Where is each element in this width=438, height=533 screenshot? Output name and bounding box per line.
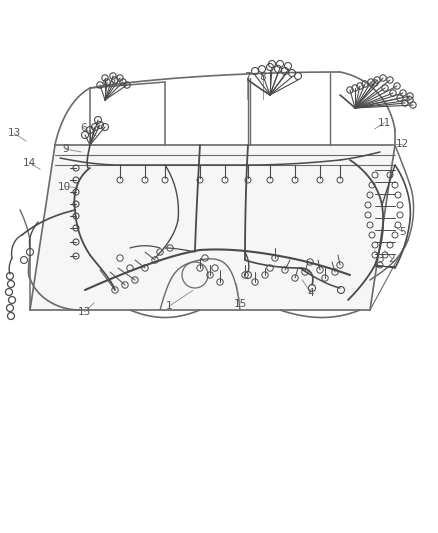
Text: 1: 1 <box>165 302 172 311</box>
Text: 7: 7 <box>244 72 251 82</box>
Text: 9: 9 <box>62 144 69 154</box>
Text: 11: 11 <box>378 118 391 127</box>
Text: 3: 3 <box>377 254 384 263</box>
Text: 12: 12 <box>396 139 409 149</box>
Text: 13: 13 <box>7 128 21 138</box>
Text: 6: 6 <box>80 123 87 133</box>
Text: 13: 13 <box>78 307 91 317</box>
Text: 8: 8 <box>259 72 266 82</box>
Polygon shape <box>30 145 395 310</box>
Text: 2: 2 <box>389 254 396 263</box>
Text: 10: 10 <box>58 182 71 191</box>
Text: 15: 15 <box>233 299 247 309</box>
Text: 4: 4 <box>307 288 314 298</box>
Text: 14: 14 <box>23 158 36 167</box>
Text: 5: 5 <box>399 227 406 237</box>
